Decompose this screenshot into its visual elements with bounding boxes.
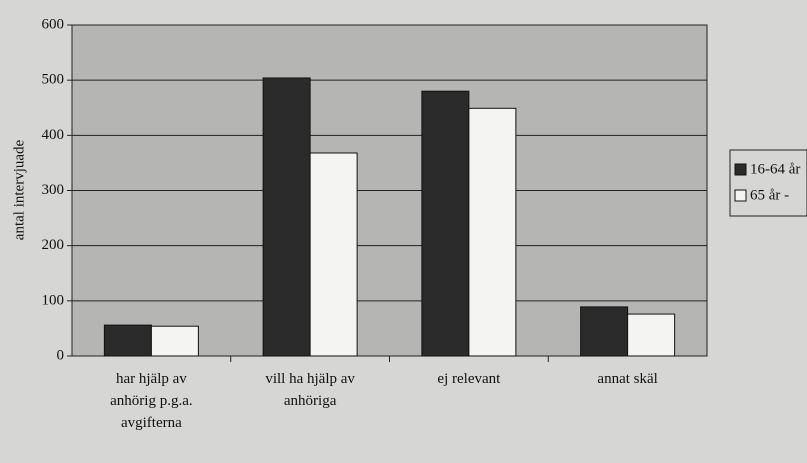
y-tick-label: 600 bbox=[42, 16, 65, 32]
bar bbox=[421, 90, 470, 357]
legend-label: 65 år - bbox=[750, 187, 789, 203]
x-tick-label: har hjälp av anhörig p.g.a. avgifterna bbox=[110, 371, 193, 431]
legend-swatch bbox=[734, 189, 747, 202]
legend-box bbox=[729, 149, 807, 217]
bar bbox=[309, 152, 358, 357]
y-tick-label: 400 bbox=[42, 127, 65, 143]
bar bbox=[150, 325, 199, 357]
y-tick-label: 0 bbox=[57, 347, 65, 363]
y-tick-label: 300 bbox=[42, 182, 65, 198]
bar bbox=[468, 107, 517, 357]
y-tick-label: 500 bbox=[42, 72, 65, 88]
bar bbox=[103, 324, 152, 357]
x-tick-label: annat skäl bbox=[597, 371, 658, 387]
legend-label: 16-64 år bbox=[750, 161, 800, 177]
y-tick-label: 100 bbox=[42, 292, 65, 308]
y-tick-label: 200 bbox=[42, 237, 65, 253]
bar bbox=[580, 306, 629, 357]
bar bbox=[627, 313, 676, 357]
legend-swatch bbox=[734, 163, 747, 176]
y-axis-label: antal intervjuade bbox=[11, 139, 27, 240]
x-tick-label: ej relevant bbox=[437, 371, 501, 387]
bar bbox=[262, 77, 311, 357]
x-tick-label: vill ha hjälp av anhöriga bbox=[265, 371, 355, 409]
